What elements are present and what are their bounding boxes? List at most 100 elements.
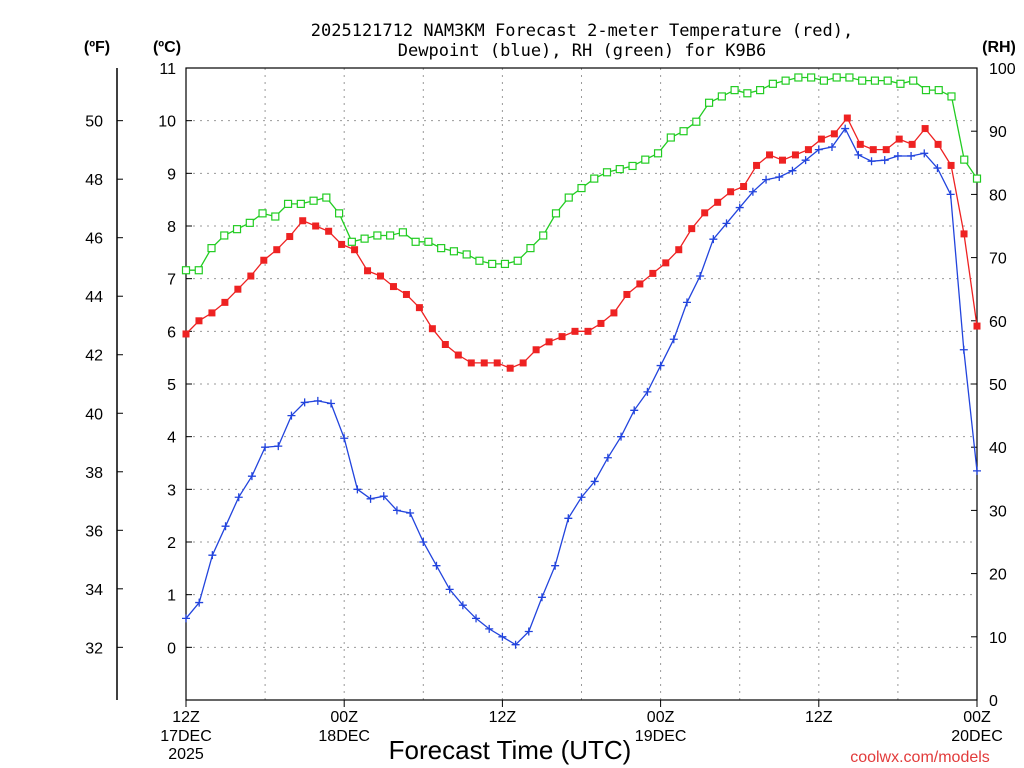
- temperature-point: [921, 125, 929, 133]
- dewpoint-point: [946, 190, 955, 199]
- dewpoint-point: [511, 640, 520, 649]
- x-axis-title: Forecast Time (UTC): [389, 735, 632, 765]
- fahrenheit-tick-label: 38: [85, 465, 103, 482]
- temperature-series: [182, 114, 981, 372]
- dewpoint-point: [524, 627, 533, 636]
- rh-point: [615, 165, 624, 174]
- rh-point: [360, 234, 369, 243]
- dewpoint-point: [933, 164, 942, 173]
- dewpoint-point: [353, 485, 362, 494]
- temperature-point: [947, 161, 955, 169]
- temperature-point: [610, 309, 618, 317]
- temperature-point: [649, 269, 657, 277]
- rh-tick-label: 20: [989, 567, 1007, 584]
- rh-point: [386, 231, 395, 240]
- temperature-point: [766, 151, 774, 159]
- rh-point: [641, 155, 650, 164]
- x-tick-date: 17DEC: [160, 728, 212, 745]
- gridlines: [186, 67, 977, 700]
- rh-tick-label: 90: [989, 124, 1007, 141]
- temperature-point: [415, 304, 423, 312]
- fahrenheit-tick-label: 44: [85, 289, 103, 306]
- rh-point: [832, 73, 841, 82]
- rh-point: [373, 231, 382, 240]
- temperature-point: [597, 319, 605, 327]
- dewpoint-point: [195, 598, 204, 607]
- dewpoint-point: [485, 624, 494, 633]
- rh-point: [449, 247, 459, 256]
- rh-tick-label: 80: [989, 187, 1007, 204]
- dewpoint-point: [735, 203, 744, 212]
- dewpoint-point: [247, 472, 256, 481]
- temperature-point: [364, 267, 372, 275]
- rh-point: [883, 76, 892, 85]
- rh-point: [934, 86, 943, 95]
- temperature-point: [584, 327, 592, 335]
- dewpoint-point: [643, 387, 652, 396]
- dewpoint-point: [920, 149, 929, 158]
- dewpoint-point: [841, 124, 850, 133]
- rh-tick-label: 0: [989, 693, 998, 710]
- dewpoint-point: [300, 398, 309, 407]
- rh-point: [909, 76, 918, 85]
- dewpoint-point: [221, 522, 230, 531]
- dewpoint-point: [880, 156, 889, 165]
- temperature-point: [325, 227, 333, 235]
- temperature-point: [960, 230, 968, 238]
- celsius-tick-label: 5: [167, 377, 176, 394]
- rh-point: [398, 228, 407, 237]
- rh-tick-label: 30: [989, 503, 1007, 520]
- temperature-point: [856, 140, 864, 148]
- rh-point: [322, 193, 331, 202]
- dewpoint-point: [261, 443, 270, 452]
- dewpoint-point: [406, 509, 415, 518]
- fahrenheit-axis-label: (ºF): [84, 39, 110, 56]
- temperature-point: [869, 146, 877, 154]
- rh-point: [462, 250, 471, 259]
- temperature-point: [675, 246, 683, 254]
- rh-point: [539, 231, 548, 240]
- temperature-point: [882, 146, 890, 154]
- temperature-point: [558, 333, 566, 341]
- fahrenheit-tick-label: 32: [85, 640, 103, 657]
- rh-point: [666, 133, 675, 142]
- temperature-point: [221, 298, 229, 306]
- temperature-point: [247, 272, 255, 280]
- rh-point: [692, 117, 701, 126]
- rh-point: [181, 266, 191, 275]
- temperature-point: [208, 309, 216, 317]
- x-tick-date: 19DEC: [635, 728, 687, 745]
- celsius-tick-label: 10: [158, 114, 176, 131]
- rh-point: [819, 76, 829, 85]
- temperature-point: [234, 285, 242, 293]
- rh-point: [258, 209, 267, 218]
- dewpoint-point: [617, 432, 626, 441]
- rh-point: [858, 76, 867, 85]
- temperature-point: [441, 341, 449, 348]
- dewpoint-point: [234, 493, 243, 502]
- fahrenheit-tick-label: 46: [85, 231, 103, 248]
- celsius-tick-label: 3: [167, 482, 176, 499]
- x-tick-year: 2025: [168, 746, 204, 763]
- tick-labels: 0123456789101132343638404244464850010203…: [85, 61, 1016, 763]
- temperature-point: [623, 290, 631, 298]
- temperature-point: [260, 256, 268, 264]
- dewpoint-point: [182, 614, 190, 623]
- dewpoint-point: [313, 396, 322, 405]
- dewpoint-point: [801, 156, 810, 165]
- dewpoint-point: [274, 442, 283, 451]
- temperature-point: [571, 327, 579, 335]
- temperature-point: [519, 359, 527, 367]
- fahrenheit-tick-label: 42: [85, 348, 103, 365]
- temperature-point: [934, 140, 942, 148]
- temperature-point: [493, 359, 501, 367]
- rh-point: [347, 237, 356, 246]
- rh-point: [271, 212, 280, 221]
- dewpoint-point: [748, 187, 757, 196]
- rh-point: [207, 244, 216, 253]
- rh-series: [181, 73, 982, 275]
- dewpoint-point: [327, 399, 336, 408]
- rh-axis-label: (RH): [982, 39, 1016, 56]
- temperature-point: [454, 351, 462, 359]
- dewpoint-point: [287, 411, 296, 420]
